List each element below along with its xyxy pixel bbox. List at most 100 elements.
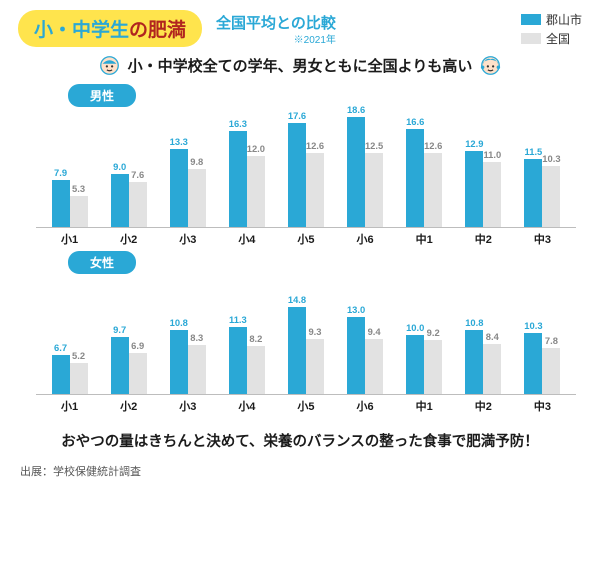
x-tick-label: 小4 [221,231,273,247]
x-tick-label: 小4 [221,398,273,414]
city-bar: 10.8 [465,317,483,394]
bar-rect [70,196,88,227]
chart-block: 女性 6.7 5.2 9.76.9 10.8 8.3 11.38.2 14.8 9.3 13.09… [0,249,600,416]
x-axis: 小1小2小3小4小5小6中1中2中3 [36,395,576,414]
bar-group: 13.09.4 [339,304,391,394]
x-tick-label: 小1 [44,398,96,414]
bar-value-label: 9.7 [113,324,126,335]
bar-rect [465,330,483,394]
bar-value-label: 18.6 [347,104,365,115]
city-bar: 11.5 [524,146,542,227]
city-bar: 10.3 [524,320,542,394]
headline-text: 小・中学校全ての学年、男女ともに全国よりも高い [128,55,473,76]
bar-value-label: 9.3 [308,326,321,337]
bar-rect [70,363,88,394]
city-bar: 16.3 [229,118,247,227]
legend-label: 郡山市 [546,11,582,28]
bar-group: 16.612.6 [398,116,450,227]
city-bar: 12.9 [465,138,483,227]
bar-rect [129,353,147,394]
x-tick-label: 小2 [103,398,155,414]
bar-value-label: 14.8 [288,294,306,305]
bar-rect [306,339,324,394]
legend-swatch [521,14,541,25]
bar-rect [424,340,442,394]
x-tick-label: 小1 [44,231,96,247]
bar-value-label: 8.2 [249,333,262,344]
nation-bar: 9.4 [365,326,383,394]
city-bar: 11.3 [229,314,247,394]
bar-value-label: 5.3 [72,183,85,194]
bar-group: 12.911.0 [457,138,509,227]
city-bar: 6.7 [52,342,70,394]
nation-bar: 5.2 [70,350,88,394]
girl-face-icon [480,55,501,76]
bar-group: 7.9 5.3 [44,167,96,227]
bar-rect [247,156,265,227]
gender-pill: 女性 [68,251,136,274]
x-axis: 小1小2小3小4小5小6中1中2中3 [36,228,576,247]
bar-value-label: 7.9 [54,167,67,178]
title-accent: 小・中学生 [34,20,129,41]
x-tick-label: 小2 [103,231,155,247]
footer-message: おやつの量はきちんと決めて、栄養のバランスの整った食事で肥満予防！ [0,416,600,459]
bar-rect [542,348,560,394]
bar-rect [229,327,247,394]
bar-value-label: 12.9 [465,138,483,149]
bar-group: 17.6 12.6 [280,110,332,227]
bar-rect [188,169,206,227]
bar-chart: 6.7 5.2 9.76.9 10.8 8.3 11.38.2 14.8 9.3 13.09.4… [36,275,576,395]
bar-value-label: 17.6 [288,110,306,121]
chart-block: 男性7.95.39.07.613.39.816.312.017.612.618.… [0,82,600,249]
x-tick-label: 小3 [162,231,214,247]
x-tick-label: 中1 [398,398,450,414]
nation-bar: 12.0 [247,143,265,227]
bar-value-label: 7.6 [131,169,144,180]
nation-bar: 8.2 [247,333,265,394]
city-bar: 9.0 [111,161,129,227]
legend: 郡山市全国 [521,11,582,47]
legend-item: 郡山市 [521,11,582,28]
bar-value-label: 6.7 [54,342,67,353]
title-main: の肥満 [129,20,186,41]
header-row: 小・中学生の肥満 全国平均との比較 ※2021年 郡山市全国 [0,0,600,51]
bar-rect [52,180,70,227]
bar-rect [365,339,383,394]
bar-rect [52,355,70,394]
bar-rect [406,335,424,394]
bar-group: 14.8 9.3 [280,294,332,394]
nation-bar: 8.3 [188,332,206,394]
bar-value-label: 11.3 [229,314,247,325]
subtitle: 全国平均との比較 [216,12,336,33]
bar-rect [365,153,383,227]
nation-bar: 8.4 [483,331,501,394]
source-text: 出展：学校保健統計調査 [0,459,600,479]
x-tick-label: 中1 [398,231,450,247]
bar-group: 6.7 5.2 [44,342,96,394]
bar-value-label: 12.0 [247,143,265,154]
bar-rect [129,182,147,227]
nation-bar: 6.9 [129,340,147,394]
x-tick-label: 小6 [339,398,391,414]
boy-face-icon [99,55,120,76]
bar-value-label: 10.3 [542,153,560,164]
bar-group: 9.07.6 [103,161,155,227]
legend-swatch [521,33,541,44]
bar-rect [406,129,424,227]
nation-bar: 12.6 [424,140,442,227]
bar-value-label: 13.3 [170,136,188,147]
bar-value-label: 12.6 [306,140,324,151]
bar-chart: 7.95.39.07.613.39.816.312.017.612.618.61… [36,108,576,228]
bar-value-label: 12.6 [424,140,442,151]
bar-rect [247,346,265,394]
bar-value-label: 10.8 [465,317,483,328]
bar-value-label: 7.8 [545,335,558,346]
headline-row: 小・中学校全ての学年、男女ともに全国よりも高い [0,51,600,82]
nation-bar: 9.8 [188,156,206,227]
nation-bar: 9.2 [424,327,442,394]
bar-value-label: 5.2 [72,350,85,361]
nation-bar: 10.3 [542,153,560,227]
city-bar: 14.8 [288,294,306,394]
bar-rect [347,117,365,227]
bar-value-label: 10.3 [524,320,542,331]
